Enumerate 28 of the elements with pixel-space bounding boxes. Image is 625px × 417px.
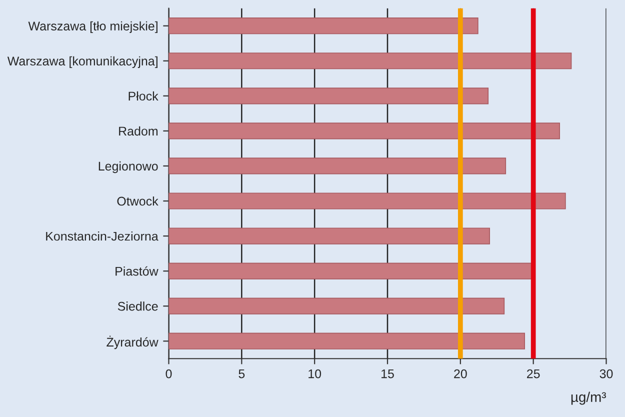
y-tick-label: Otwock — [117, 196, 158, 206]
bar — [168, 52, 572, 70]
bar — [168, 332, 526, 350]
bar — [168, 192, 566, 210]
y-tick-label: Radom — [119, 126, 158, 136]
y-tick-label: Legionowo — [98, 161, 158, 174]
bar — [168, 262, 532, 280]
y-tick-label: Piastów — [116, 266, 158, 276]
bar — [168, 18, 478, 34]
bar — [168, 122, 560, 140]
bar — [168, 88, 489, 104]
y-tick-label: Żyrardów — [106, 336, 158, 350]
y-tick-label: Płock — [128, 91, 158, 101]
x-tick-label: 5 — [238, 369, 245, 378]
bar — [168, 228, 490, 244]
y-tick-label: Warszawa [komunikacyjna] — [7, 56, 158, 68]
bar — [168, 298, 505, 314]
y-tick-label: Konstancin-Jeziorna — [46, 231, 158, 241]
x-tick-label: 10 — [308, 369, 322, 378]
y-tick-label: Siedlce — [118, 302, 158, 311]
bar — [168, 158, 506, 174]
x-tick-label: 0 — [166, 369, 172, 378]
x-axis-title: µg/m³ — [571, 392, 606, 405]
x-tick-label: 20 — [454, 369, 467, 378]
x-tick-label: 15 — [382, 369, 394, 378]
x-tick-label: 30 — [600, 369, 613, 378]
y-tick-label: Warszawa [tło miejskie] — [28, 21, 158, 33]
x-tick-label: 25 — [527, 369, 540, 378]
